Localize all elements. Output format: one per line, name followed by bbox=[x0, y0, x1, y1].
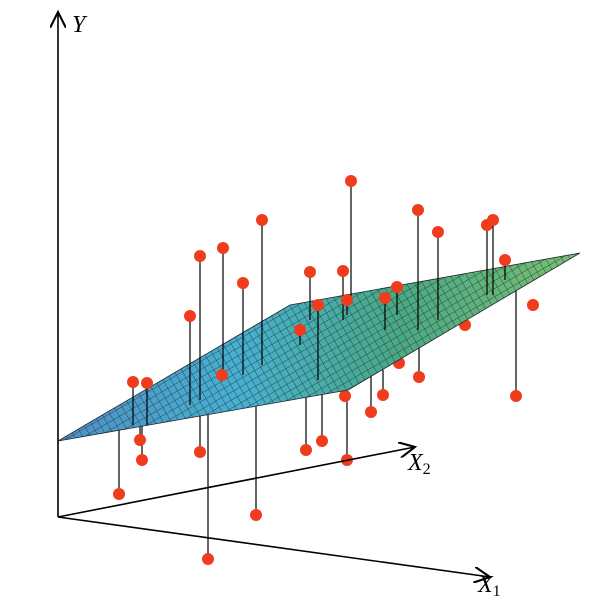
observation-point bbox=[184, 310, 196, 322]
observation-point bbox=[432, 226, 444, 238]
observation-point bbox=[256, 214, 268, 226]
x2-axis bbox=[57, 447, 415, 518]
observation-point bbox=[134, 434, 146, 446]
observation-point bbox=[527, 299, 539, 311]
x1-subscript: 1 bbox=[493, 583, 501, 600]
observation-point bbox=[499, 254, 511, 266]
x2-axis-label: X2 bbox=[407, 450, 431, 478]
observation-point bbox=[487, 214, 499, 226]
observation-point bbox=[377, 389, 389, 401]
observation-point bbox=[194, 250, 206, 262]
observation-point bbox=[237, 277, 249, 289]
x1-letter: X bbox=[477, 572, 494, 598]
observation-point bbox=[250, 509, 262, 521]
observation-point bbox=[510, 390, 522, 402]
x1-axis-label: X1 bbox=[477, 572, 501, 600]
observation-point bbox=[300, 444, 312, 456]
plane-mesh bbox=[57, 252, 581, 442]
y-axis-label: Y bbox=[72, 12, 88, 38]
observation-point bbox=[194, 446, 206, 458]
observation-point bbox=[136, 454, 148, 466]
observation-point bbox=[141, 377, 153, 389]
observation-point bbox=[216, 369, 228, 381]
observation-point bbox=[379, 292, 391, 304]
observation-point bbox=[391, 281, 403, 293]
observation-point bbox=[341, 294, 353, 306]
observation-point bbox=[294, 324, 306, 336]
observation-point bbox=[217, 242, 229, 254]
observation-point bbox=[412, 204, 424, 216]
observation-point bbox=[113, 488, 125, 500]
observation-point bbox=[127, 376, 139, 388]
x2-subscript: 2 bbox=[423, 461, 431, 478]
observation-point bbox=[316, 435, 328, 447]
observation-point bbox=[413, 371, 425, 383]
observation-point bbox=[202, 553, 214, 565]
residuals-above bbox=[127, 175, 511, 425]
x2-letter: X bbox=[407, 450, 424, 476]
observation-point bbox=[339, 390, 351, 402]
x1-axis bbox=[57, 516, 490, 577]
observation-point bbox=[365, 406, 377, 418]
observation-point bbox=[304, 266, 316, 278]
observation-point bbox=[312, 299, 324, 311]
observation-point bbox=[337, 265, 349, 277]
observation-point bbox=[345, 175, 357, 187]
